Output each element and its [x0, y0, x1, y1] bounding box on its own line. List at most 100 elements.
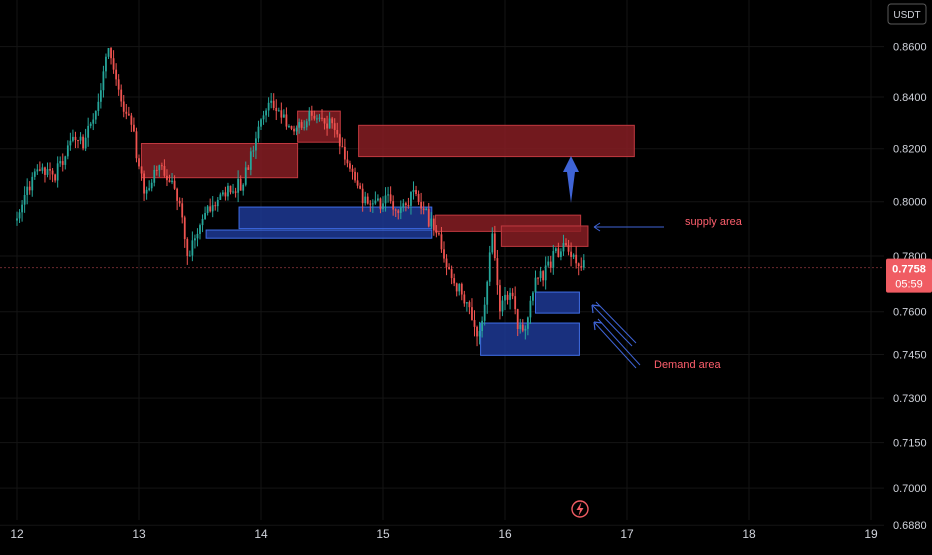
annotations: supply area Demand area [563, 156, 743, 371]
demand-zone[interactable] [205, 229, 433, 239]
candle-body [125, 111, 128, 114]
candle-body [97, 101, 100, 111]
candle-body [153, 169, 156, 183]
candle-body [138, 158, 140, 167]
candle-body [493, 233, 496, 259]
time-tick-label: 16 [498, 527, 512, 541]
candle-body [168, 180, 171, 183]
candle-body [221, 192, 224, 195]
candle-body [59, 161, 62, 164]
candle-body [21, 204, 23, 213]
candle-body [209, 206, 212, 212]
candle-body [432, 218, 435, 231]
candle-body [66, 145, 69, 157]
candle-body [341, 146, 344, 148]
candle-body [516, 309, 519, 329]
candle-body [252, 150, 255, 152]
candle-body [285, 114, 288, 127]
price-tag: 0.7758 05:59 [886, 258, 932, 293]
candle-body [99, 90, 102, 102]
candle-body [544, 265, 547, 281]
candle-body [313, 115, 316, 119]
candle-body [575, 254, 578, 264]
candle-body [206, 206, 209, 213]
candle-body [275, 107, 278, 112]
demand-zone[interactable] [535, 291, 580, 314]
candle-body [155, 169, 158, 171]
currency-label[interactable]: USDT [887, 3, 927, 25]
candle-body [36, 169, 39, 172]
candle-body [242, 184, 245, 191]
candle-body [554, 248, 557, 252]
candle-body [366, 196, 369, 204]
candle-body [427, 208, 430, 227]
candle-body [499, 285, 501, 312]
candle-body [160, 165, 163, 167]
zones[interactable] [140, 110, 635, 356]
candle-body [244, 167, 247, 185]
candle-body [534, 277, 537, 293]
candle-body [526, 317, 529, 329]
candle-body [509, 292, 511, 300]
candle-body [224, 192, 227, 197]
candle-body [166, 175, 168, 181]
candle-body [471, 307, 473, 321]
candle-body [371, 203, 374, 205]
candle-body [318, 117, 321, 119]
candle-body [127, 113, 130, 116]
time-axis[interactable]: 12 13 14 15 16 17 18 19 [10, 527, 878, 541]
candle-body [186, 239, 189, 256]
candle-body [194, 238, 196, 241]
time-tick-label: 15 [376, 527, 390, 541]
candle-body [496, 258, 499, 286]
candle-body [257, 126, 260, 139]
candle-body [323, 118, 326, 124]
candle-body [171, 180, 173, 183]
candle-body [148, 188, 151, 190]
candle-body [265, 110, 267, 116]
candle-body [486, 281, 489, 305]
supply-zone[interactable] [297, 110, 341, 143]
candle-body [16, 218, 18, 221]
candle-body [87, 125, 90, 138]
candle-body [404, 203, 407, 206]
candle-body [519, 324, 522, 329]
candle-body [79, 136, 82, 141]
candle-body [580, 266, 583, 268]
candle-body [260, 119, 262, 127]
candle-body [191, 240, 194, 256]
demand-pointer-arrow [595, 301, 637, 344]
supply-zone[interactable] [500, 225, 589, 247]
candle-body [415, 189, 417, 194]
candle-body [364, 196, 367, 204]
candle-body [435, 230, 438, 234]
candle-body [262, 115, 265, 120]
candle-body [33, 171, 36, 177]
candle-body [382, 203, 384, 210]
candle-body [176, 188, 179, 201]
candle-body [300, 122, 303, 128]
candle-body [560, 251, 562, 258]
candle-body [158, 165, 161, 171]
candle-body [483, 304, 486, 321]
supply-zone[interactable] [140, 143, 299, 179]
candle-body [359, 185, 362, 189]
demand-zone[interactable] [480, 322, 580, 356]
candle-body [321, 117, 323, 119]
supply-zone[interactable] [358, 124, 635, 158]
time-tick-label: 14 [254, 527, 268, 541]
candle-body [183, 217, 186, 240]
candle-body [23, 194, 26, 205]
candle-body [196, 233, 199, 239]
candle-body [468, 302, 471, 308]
candle-body [582, 260, 585, 268]
demand-zone[interactable] [238, 206, 433, 230]
candle-body [308, 111, 311, 122]
price-tick-label: 0.8000 [893, 197, 927, 209]
candle-body [326, 123, 328, 129]
lightning-icon[interactable] [571, 500, 589, 518]
demand-pointer-arrow [593, 321, 637, 369]
candle-body [293, 128, 295, 132]
